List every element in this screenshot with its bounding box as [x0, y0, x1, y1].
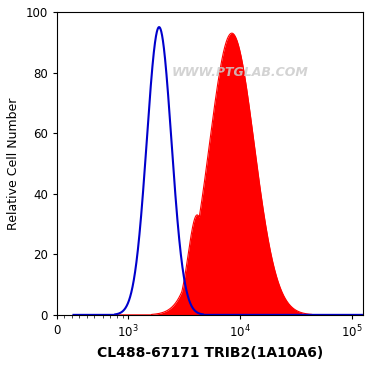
Y-axis label: Relative Cell Number: Relative Cell Number: [7, 97, 20, 230]
Text: WWW.PTGLAB.COM: WWW.PTGLAB.COM: [172, 66, 309, 79]
X-axis label: CL488-67171 TRIB2(1A10A6): CL488-67171 TRIB2(1A10A6): [97, 346, 323, 360]
